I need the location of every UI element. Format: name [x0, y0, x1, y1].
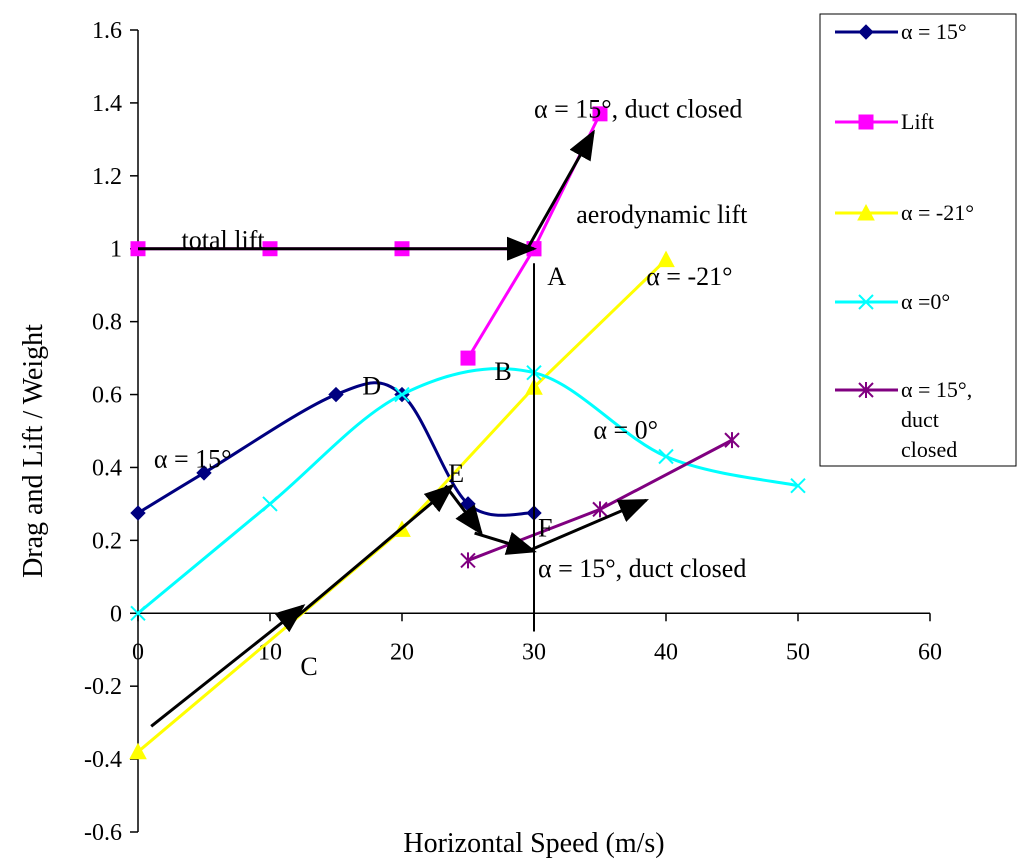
legend-label: duct	[901, 407, 939, 432]
legend-label: α = 15°	[901, 19, 967, 44]
x-tick-label: 40	[654, 639, 678, 665]
legend-label: Lift	[901, 109, 934, 134]
trajectory-arrow	[150, 604, 306, 728]
legend-swatch-marker	[858, 24, 874, 40]
data-point-alpha0	[394, 386, 410, 403]
data-point-alpha_m21	[129, 742, 147, 760]
data-point-alpha15_closed	[460, 552, 476, 569]
series-alpha_m21	[129, 250, 675, 760]
annotation-label: D	[362, 372, 381, 401]
trajectory-arrow	[526, 498, 649, 553]
annotation-label: α = -21°	[646, 262, 732, 291]
data-point-lift	[592, 106, 608, 122]
y-tick-label: 0.2	[92, 528, 122, 554]
y-tick-label: 1.6	[92, 18, 122, 44]
data-point-lift	[460, 350, 476, 366]
data-point-alpha15_closed	[724, 432, 740, 449]
trajectory-arrow	[474, 531, 537, 555]
y-tick-label: 0.6	[92, 383, 122, 409]
annotation-label: A	[547, 262, 566, 291]
annotation-label: F	[538, 514, 552, 543]
legend-label: α =0°	[901, 289, 950, 314]
series-alpha15_closed	[460, 432, 740, 569]
annotation-label: C	[300, 652, 317, 681]
x-tick-label: 0	[132, 639, 144, 665]
y-tick-label: 1.4	[92, 91, 122, 117]
legend-label: α = 15°,	[901, 377, 972, 402]
data-point-alpha0	[130, 605, 146, 621]
x-tick-label: 60	[918, 639, 942, 665]
x-axis-title: Horizontal Speed (m/s)	[403, 828, 664, 859]
y-tick-label: 1	[110, 237, 122, 263]
y-tick-label: 0.4	[92, 455, 122, 481]
legend-item-alpha_m21: α = -21°	[835, 200, 974, 225]
y-tick-label: 1.2	[92, 164, 122, 190]
legend-swatch-marker	[858, 382, 874, 398]
data-point-alpha0	[262, 496, 278, 512]
annotation-label: α = 15°, duct closed	[538, 554, 746, 583]
y-tick-label: -0.4	[84, 747, 122, 773]
series-line-alpha0	[137, 367, 799, 615]
annotation-label: B	[494, 357, 511, 386]
annotation-label: α = 15°	[154, 444, 232, 473]
x-tick-label: 50	[786, 639, 810, 665]
data-point-alpha0	[790, 477, 806, 494]
annotation-label: total lift	[182, 226, 266, 255]
data-point-alpha0	[658, 448, 674, 465]
overlay-layer: total lift α = 15°, duct closed aerodynami…	[138, 94, 748, 728]
data-point-alpha_m21	[657, 250, 675, 268]
legend-item-alpha15: α = 15°	[835, 19, 967, 44]
data-point-alpha15	[196, 465, 212, 481]
trajectory-arrow	[444, 484, 484, 536]
y-tick-label: 0.8	[92, 310, 122, 336]
legend-item-lift: Lift	[835, 109, 934, 134]
annotation-label: E	[448, 459, 464, 488]
legend-item-alpha0: α =0°	[835, 289, 950, 314]
axes: -0.6 -0.4 -0.2 0 0.2 0.4 0.6 0.8 1 1.2 1.4 1.6 0 10 20…	[84, 18, 942, 846]
series-line-alpha_m21	[137, 258, 668, 753]
data-point-alpha15	[130, 505, 146, 521]
annotation-label: α = 0°	[593, 415, 658, 444]
y-tick-label: 0	[110, 601, 122, 627]
x-tick-label: 30	[522, 639, 546, 665]
x-tick-label: 20	[390, 639, 414, 665]
legend-swatch-marker	[858, 114, 874, 130]
trajectory-arrow	[526, 129, 595, 250]
legend-label: closed	[901, 437, 957, 462]
legend: α = 15° Lift α = -21° α =0° α = 15°, duct clos…	[819, 13, 1017, 467]
y-axis-title: Drag and Lift / Weight	[18, 324, 49, 578]
data-point-alpha15	[328, 386, 344, 403]
y-tick-label: -0.6	[84, 820, 122, 846]
data-point-alpha15_closed	[592, 501, 608, 518]
y-tick-label: -0.2	[84, 674, 122, 700]
x-tick-label: 10	[258, 639, 282, 665]
annotation-label: α = 15°, duct closed	[534, 94, 742, 123]
legend-swatch-marker	[857, 203, 875, 221]
legend-swatch-marker	[858, 294, 874, 310]
legend-item-alpha15_closed: α = 15°, duct closed	[835, 377, 972, 462]
trajectory-arrow	[295, 483, 455, 619]
legend-label: α = -21°	[901, 200, 974, 225]
annotation-label: aerodynamic lift	[576, 200, 748, 229]
